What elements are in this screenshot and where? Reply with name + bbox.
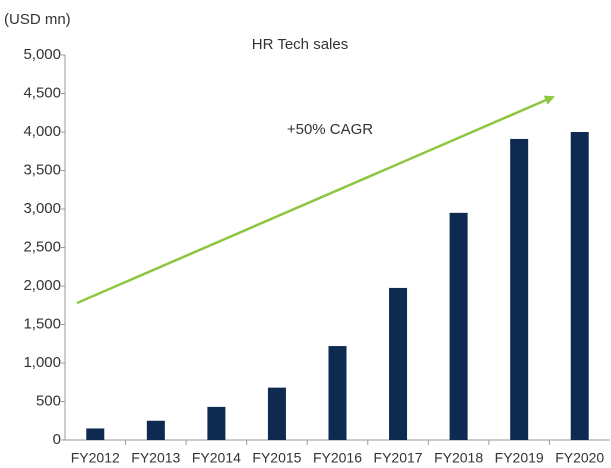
bar [267,387,286,440]
bar [510,138,529,440]
bar [207,406,226,440]
y-tick-label: 0 [53,431,61,448]
bar [389,287,408,440]
annotation: +50% CAGR [287,121,373,138]
x-tick-label: FY2016 [313,450,362,466]
y-tick-label: 1,000 [23,354,61,371]
y-tick-label: 1,500 [23,315,61,332]
bar [328,346,347,440]
y-tick-label: 3,500 [23,161,61,178]
y-tick-label: 5,000 [23,46,61,63]
bar [449,212,468,440]
y-tick-label: 500 [36,392,61,409]
y-tick-label: 2,500 [23,238,61,255]
bar [86,428,105,440]
bar [570,132,589,440]
y-tick-label: 3,000 [23,200,61,217]
x-tick-label: FY2018 [434,450,483,466]
x-tick-label: FY2020 [555,450,604,466]
x-tick-label: FY2014 [192,450,241,466]
y-tick-label: 4,000 [23,123,61,140]
x-tick-label: FY2013 [131,450,180,466]
y-axis-label: (USD mn) [4,11,71,28]
x-tick-label: FY2012 [71,450,120,466]
bar [146,420,165,440]
x-tick-label: FY2019 [495,450,544,466]
x-tick-label: FY2015 [252,450,301,466]
cagr-arrow [76,95,555,305]
y-tick-label: 4,500 [23,84,61,101]
x-tick-label: FY2017 [374,450,423,466]
chart-title: HR Tech sales [252,36,348,53]
y-tick-label: 2,000 [23,277,61,294]
